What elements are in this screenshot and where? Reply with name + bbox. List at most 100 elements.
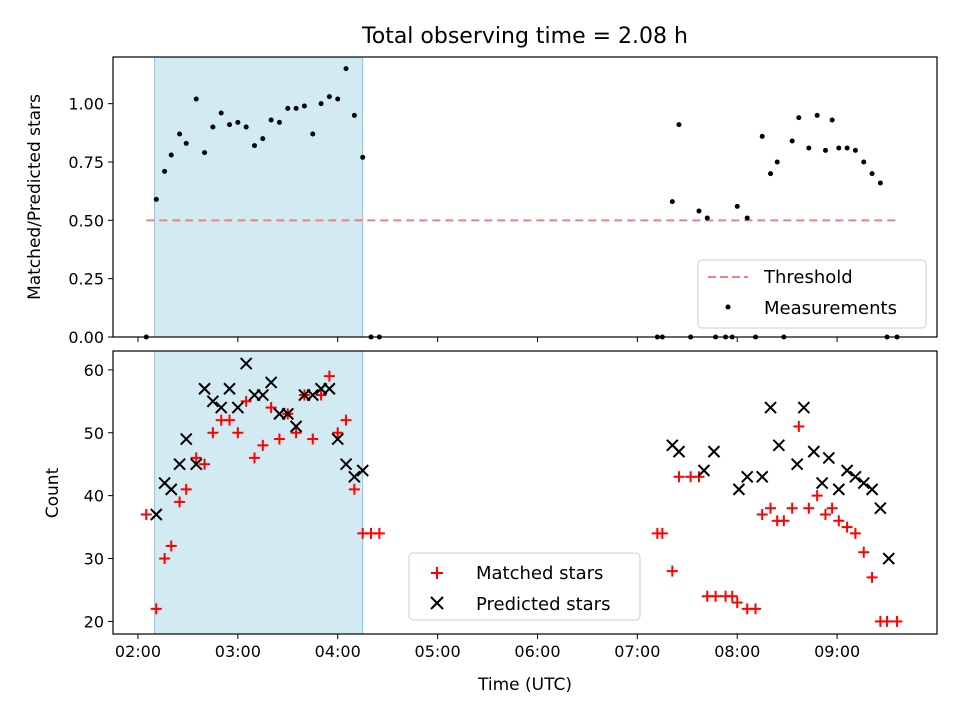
predicted-star-point: [306, 388, 319, 402]
x-tick-label: 07:00: [614, 642, 660, 661]
ratio-y-axis-label: Matched/Predicted stars: [25, 94, 45, 300]
legend-matched-swatch: [431, 567, 443, 579]
matched-star-point: [332, 427, 344, 439]
matched-star-point: [710, 590, 722, 602]
measurement-point: [153, 196, 159, 202]
x-tick-label: 08:00: [714, 642, 760, 661]
predicted-star-point: [264, 376, 278, 389]
measurement-point: [218, 110, 224, 116]
matched-star-point: [240, 395, 252, 407]
predicted-star-point: [331, 432, 344, 446]
x-tick-label: 09:00: [814, 642, 860, 661]
measurement-point: [202, 150, 208, 156]
measurement-point: [768, 171, 774, 177]
ratio-plot-frame: [112, 56, 938, 338]
matched-star-point: [866, 571, 878, 583]
matched-star-point: [858, 546, 870, 558]
predicted-star-point: [256, 388, 270, 402]
x-axis-label: Time (UTC): [477, 675, 572, 695]
measurement-point: [696, 208, 702, 214]
matched-star-point: [290, 427, 302, 439]
measurement-point: [836, 145, 842, 151]
matched-star-point: [150, 603, 162, 615]
measurement-point: [310, 131, 316, 137]
count-y-axis-label: Count: [43, 467, 63, 518]
predicted-star-point: [832, 483, 845, 496]
measurement-point: [235, 119, 241, 125]
predicted-star-point: [707, 445, 721, 458]
predicted-star-point: [339, 457, 353, 471]
matched-star-point: [841, 521, 853, 533]
predicted-star-point: [672, 445, 686, 458]
predicted-star-point: [772, 439, 786, 452]
count-panel: 20 30 40 50 60 02:00 03:00 04:00 05:00 06:00 07:0…: [43, 350, 938, 695]
measurement-point: [829, 117, 835, 123]
count-y-tick-label: 60: [84, 361, 104, 380]
predicted-star-point: [882, 552, 895, 565]
measurement-point: [285, 105, 291, 111]
measurement-point: [227, 122, 233, 128]
measurement-point: [774, 159, 780, 165]
measurement-point: [326, 94, 332, 100]
predicted-star-point: [214, 401, 228, 414]
x-tick-label: 03:00: [215, 642, 261, 661]
matched-star-point: [765, 502, 777, 514]
predicted-star-point: [206, 395, 220, 408]
matched-star-point: [315, 389, 327, 401]
predicted-star-point: [173, 457, 186, 471]
ratio-y-tick-label: 0.50: [68, 211, 104, 230]
matched-star-point: [833, 515, 845, 527]
chart-title: Total observing time = 2.08 h: [361, 24, 688, 49]
predicted-star-point: [790, 457, 804, 471]
predicted-star-point: [165, 483, 178, 496]
measurement-point: [168, 152, 174, 158]
predicted-star-point: [150, 508, 163, 521]
matched-star-point: [891, 615, 903, 627]
measurement-point: [260, 136, 266, 142]
x-tick-label: 05:00: [415, 642, 461, 661]
count-y-tick-label: 20: [84, 612, 104, 631]
legend-matched-label: Matched stars: [476, 563, 603, 584]
matched-star-point: [731, 597, 743, 609]
predicted-star-point: [239, 357, 253, 370]
ratio-shaded-interval: [154, 56, 364, 338]
matched-star-point: [756, 509, 768, 521]
predicted-star-point: [231, 401, 245, 414]
measurement-point: [183, 140, 189, 146]
matched-star-point: [340, 414, 352, 426]
measurement-point: [351, 112, 357, 118]
predicted-star-point: [356, 464, 369, 477]
matched-star-point: [849, 527, 861, 539]
count-y-tick-label: 50: [84, 424, 104, 443]
predicted-star-point: [180, 432, 193, 446]
measurement-point: [852, 147, 858, 153]
matched-star-point: [803, 502, 815, 514]
matched-star-point: [826, 502, 838, 514]
measurement-point: [669, 199, 675, 205]
matched-star-point: [656, 527, 668, 539]
ratio-panel: 0.00 0.25 0.50 0.75 1.00 Matched/Predicted s…: [25, 56, 938, 347]
measurement-point: [343, 66, 349, 72]
measurement-point: [822, 147, 828, 153]
measurement-point: [360, 154, 366, 160]
ratio-legend: Threshold Measurements: [697, 259, 927, 329]
measurement-point: [704, 215, 710, 221]
matched-star-point: [750, 603, 762, 615]
predicted-star-point: [348, 470, 361, 483]
legend-measurements-swatch: [725, 304, 731, 310]
measurement-point: [268, 117, 274, 123]
matched-star-point: [232, 427, 244, 439]
measurement-point: [844, 145, 850, 151]
predicted-star-point: [223, 382, 236, 395]
matched-star-point: [778, 515, 790, 527]
count-y-tick-label: 30: [84, 550, 104, 569]
measurement-point: [293, 105, 299, 111]
legend-predicted-label: Predicted stars: [476, 594, 610, 615]
predicted-star-point: [874, 502, 887, 515]
predicted-star-point: [822, 451, 836, 465]
predicted-star-point: [815, 476, 829, 490]
matched-star-point: [881, 615, 893, 627]
measurement-point: [789, 138, 795, 144]
measurement-point: [744, 215, 750, 221]
